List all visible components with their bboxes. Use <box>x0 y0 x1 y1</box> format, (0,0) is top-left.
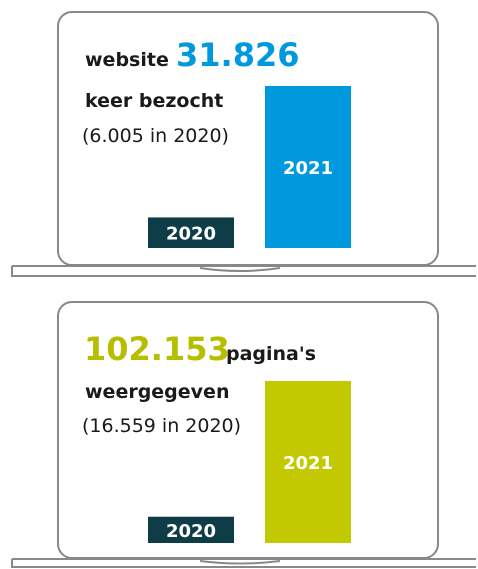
bar <box>148 217 234 248</box>
headline: weergegeven <box>85 381 229 403</box>
bar-label: 2020 <box>166 521 216 542</box>
bar-label: 2021 <box>283 158 333 179</box>
headline-number: 102.153 <box>84 330 230 368</box>
bar-label: 2020 <box>166 224 216 245</box>
laptop-base <box>11 558 476 568</box>
bar <box>265 86 351 248</box>
note: (16.559 in 2020) <box>82 415 241 437</box>
laptop-base <box>11 265 476 277</box>
note: (6.005 in 2020) <box>82 125 229 147</box>
headline-number: 31.826 <box>176 36 299 74</box>
bar <box>265 381 351 543</box>
bar <box>148 516 234 543</box>
headline: website <box>85 49 169 71</box>
headline: keer bezocht <box>85 90 223 112</box>
bar-label: 2021 <box>283 453 333 474</box>
headline: pagina's <box>226 343 316 365</box>
